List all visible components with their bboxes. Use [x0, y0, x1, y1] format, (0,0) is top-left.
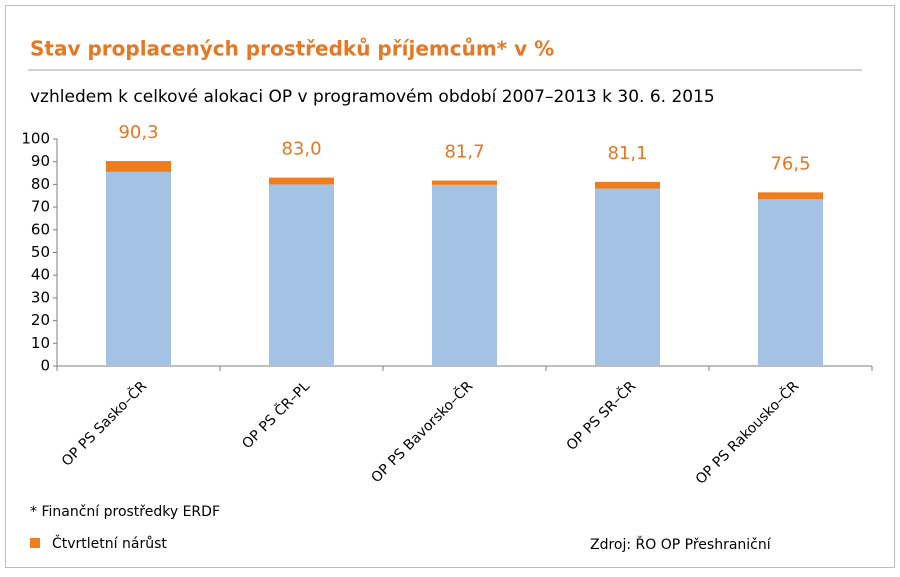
- y-tick-label: 70: [31, 198, 50, 216]
- bar-segment: [758, 199, 823, 366]
- bar-segment: [595, 181, 660, 189]
- x-tick-label: OP PS Sasko–ČR: [57, 377, 150, 470]
- y-tick-label: 0: [40, 357, 50, 375]
- y-tick-label: 20: [31, 311, 50, 329]
- total-label: 81,1: [607, 143, 647, 164]
- y-tick-label: 30: [31, 288, 50, 306]
- bar-segment: [269, 177, 334, 185]
- total-label: 76,5: [770, 153, 810, 174]
- x-tick-label: OP PS Rakousko–ČR: [691, 377, 802, 488]
- chart-subtitle: vzhledem k celkové alokaci OP v programo…: [30, 87, 715, 107]
- legend-swatch: [30, 538, 40, 548]
- y-tick-label: 50: [31, 243, 50, 261]
- frame: [5, 5, 895, 568]
- bar-segment: [758, 192, 823, 200]
- bar-segment: [269, 184, 334, 366]
- y-tick-label: 80: [31, 175, 50, 193]
- y-tick-label: 10: [31, 334, 50, 352]
- x-tick-label: OP PS ČR–PL: [238, 377, 313, 452]
- bar-segment: [106, 171, 171, 366]
- bar-segment: [432, 184, 497, 366]
- total-label: 90,3: [118, 122, 158, 143]
- footnote: * Finanční prostředky ERDF: [30, 504, 220, 520]
- x-tick-label: OP PS SR–ČR: [562, 377, 639, 454]
- legend-label: Čtvrtletní nárůst: [52, 534, 167, 552]
- y-tick-label: 90: [31, 152, 50, 170]
- bar-segment: [595, 188, 660, 366]
- bar-segment: [432, 180, 497, 185]
- y-tick-label: 40: [31, 266, 50, 284]
- total-label: 83,0: [281, 139, 321, 160]
- x-tick-label: OP PS Bavorsko–ČR: [367, 377, 476, 486]
- bar-segment: [106, 161, 171, 172]
- chart-title: Stav proplacených prostředků příjemcům* …: [30, 37, 554, 61]
- source: Zdroj: ŘO OP Přeshraniční: [590, 536, 772, 553]
- y-tick-label: 60: [31, 220, 50, 238]
- total-label: 81,7: [444, 142, 484, 163]
- y-tick-label: 100: [21, 130, 50, 148]
